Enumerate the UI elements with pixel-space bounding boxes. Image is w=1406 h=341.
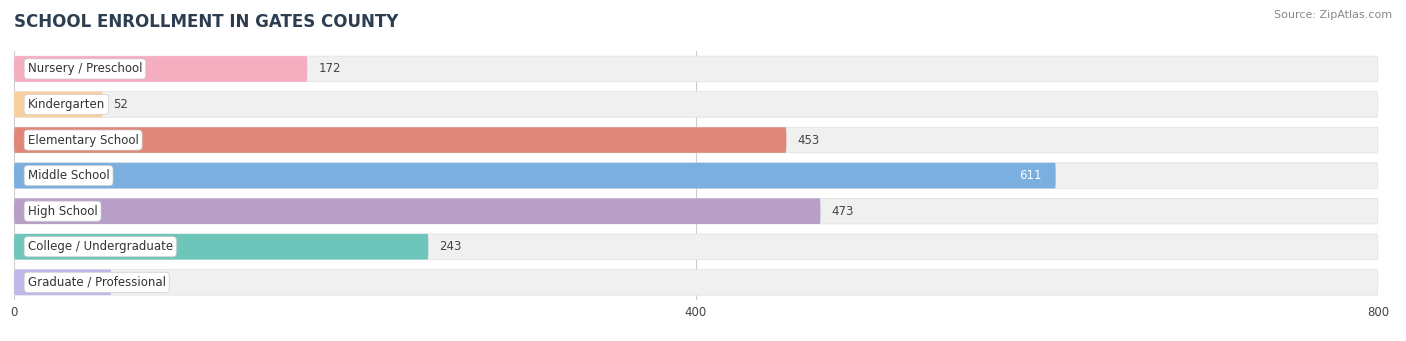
FancyBboxPatch shape xyxy=(14,127,786,153)
FancyBboxPatch shape xyxy=(14,198,1378,224)
FancyBboxPatch shape xyxy=(14,163,1056,189)
FancyBboxPatch shape xyxy=(14,269,1378,295)
FancyBboxPatch shape xyxy=(14,269,111,295)
Text: Kindergarten: Kindergarten xyxy=(28,98,105,111)
FancyBboxPatch shape xyxy=(14,163,1378,189)
Text: 57: 57 xyxy=(122,276,136,289)
FancyBboxPatch shape xyxy=(14,198,821,224)
Text: Source: ZipAtlas.com: Source: ZipAtlas.com xyxy=(1274,10,1392,20)
FancyBboxPatch shape xyxy=(14,56,1378,82)
FancyBboxPatch shape xyxy=(14,234,429,260)
Text: Graduate / Professional: Graduate / Professional xyxy=(28,276,166,289)
Text: Elementary School: Elementary School xyxy=(28,134,139,147)
Text: Nursery / Preschool: Nursery / Preschool xyxy=(28,62,142,75)
Text: 243: 243 xyxy=(439,240,461,253)
FancyBboxPatch shape xyxy=(14,127,1378,153)
Text: 611: 611 xyxy=(1019,169,1042,182)
Text: 52: 52 xyxy=(114,98,128,111)
Text: College / Undergraduate: College / Undergraduate xyxy=(28,240,173,253)
FancyBboxPatch shape xyxy=(14,56,308,82)
FancyBboxPatch shape xyxy=(14,92,1378,117)
Text: 453: 453 xyxy=(797,134,820,147)
FancyBboxPatch shape xyxy=(14,234,1378,260)
Text: 473: 473 xyxy=(831,205,853,218)
FancyBboxPatch shape xyxy=(14,92,103,117)
Text: Middle School: Middle School xyxy=(28,169,110,182)
Text: SCHOOL ENROLLMENT IN GATES COUNTY: SCHOOL ENROLLMENT IN GATES COUNTY xyxy=(14,13,398,31)
Text: 172: 172 xyxy=(318,62,340,75)
Text: High School: High School xyxy=(28,205,97,218)
